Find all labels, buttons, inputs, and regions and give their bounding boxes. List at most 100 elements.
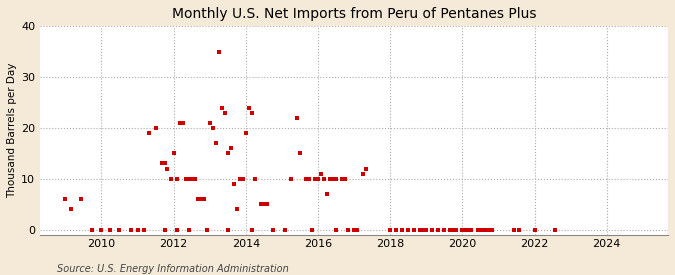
Point [487,227,497,232]
Point [243,105,254,110]
Point [162,166,173,171]
Point [201,227,212,232]
Point [75,197,86,201]
Point [451,227,462,232]
Point [342,227,353,232]
Point [352,227,362,232]
Point [514,227,524,232]
Point [403,227,414,232]
Point [433,227,443,232]
Point [178,121,188,125]
Point [238,177,248,181]
Point [138,227,149,232]
Point [132,227,143,232]
Point [358,171,369,176]
Point [478,227,489,232]
Point [360,166,371,171]
Point [222,151,233,156]
Point [168,151,179,156]
Point [397,227,408,232]
Point [340,177,350,181]
Point [331,227,342,232]
Point [207,126,218,130]
Title: Monthly U.S. Net Imports from Peru of Pentanes Plus: Monthly U.S. Net Imports from Peru of Pe… [172,7,537,21]
Point [225,146,236,150]
Point [87,227,98,232]
Y-axis label: Thousand Barrels per Day: Thousand Barrels per Day [7,63,17,198]
Point [294,151,305,156]
Point [267,227,278,232]
Point [246,227,257,232]
Point [385,227,396,232]
Point [421,227,431,232]
Point [66,207,77,211]
Point [261,202,272,206]
Point [409,227,420,232]
Point [213,50,224,54]
Point [150,126,161,130]
Point [159,227,170,232]
Point [439,227,450,232]
Point [211,141,221,145]
Point [138,227,149,232]
Point [232,207,242,211]
Point [550,227,561,232]
Point [250,177,261,181]
Point [229,182,240,186]
Point [60,197,71,201]
Point [315,171,326,176]
Text: Source: U.S. Energy Information Administration: Source: U.S. Energy Information Administ… [57,264,289,274]
Point [157,161,167,166]
Point [219,111,230,115]
Point [328,177,339,181]
Point [171,227,182,232]
Point [292,116,302,120]
Point [165,177,176,181]
Point [216,105,227,110]
Point [114,227,125,232]
Point [184,227,194,232]
Point [180,177,191,181]
Point [325,177,335,181]
Point [475,227,486,232]
Point [171,177,182,181]
Point [481,227,492,232]
Point [222,227,233,232]
Point [286,177,296,181]
Point [96,227,107,232]
Point [306,227,317,232]
Point [240,131,251,135]
Point [414,227,425,232]
Point [105,227,116,232]
Point [256,202,267,206]
Point [159,161,170,166]
Point [463,227,474,232]
Point [189,177,200,181]
Point [198,197,209,201]
Point [460,227,470,232]
Point [331,177,342,181]
Point [259,202,269,206]
Point [184,177,194,181]
Point [321,192,332,196]
Point [319,177,329,181]
Point [484,227,495,232]
Point [337,177,348,181]
Point [445,227,456,232]
Point [126,227,137,232]
Point [349,227,360,232]
Point [448,227,459,232]
Point [391,227,402,232]
Point [300,177,311,181]
Point [310,177,321,181]
Point [174,121,185,125]
Point [246,111,257,115]
Point [508,227,519,232]
Point [418,227,429,232]
Point [457,227,468,232]
Point [192,197,203,201]
Point [205,121,215,125]
Point [304,177,315,181]
Point [529,227,540,232]
Point [472,227,483,232]
